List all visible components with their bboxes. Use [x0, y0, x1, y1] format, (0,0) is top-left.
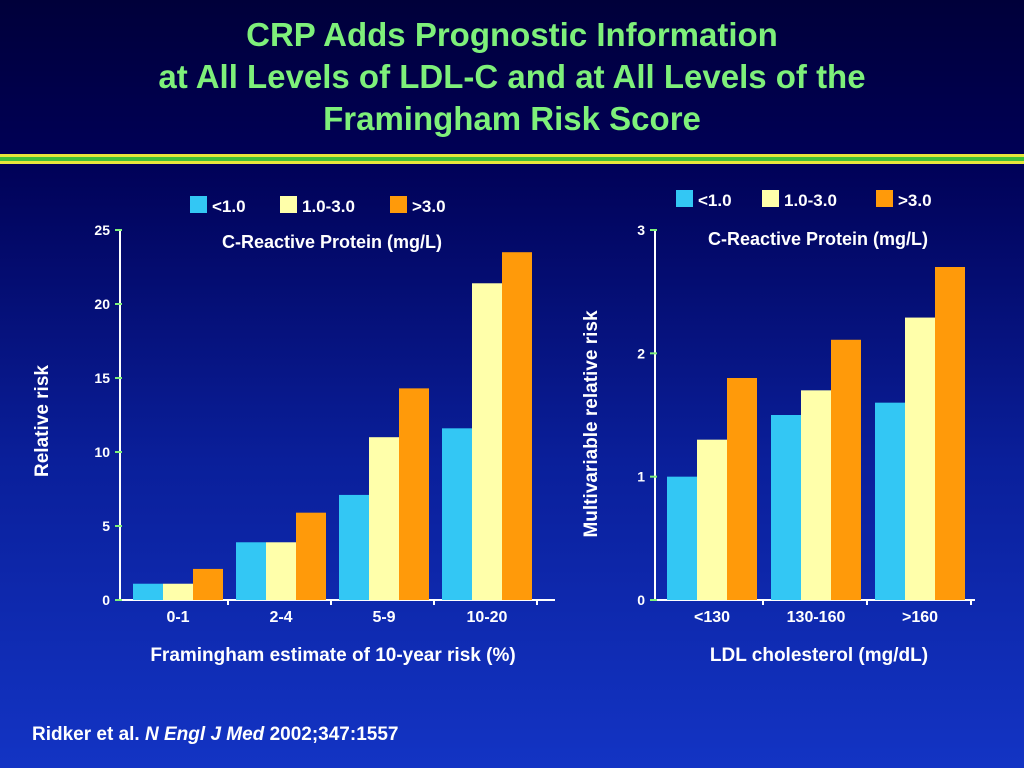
chart-ldl-cholesterol: 0 1 2 3 <130 130-160 >160 Multivariable relativ…	[581, 190, 975, 666]
framingham-bar	[472, 283, 502, 600]
framingham-bar	[266, 542, 296, 600]
citation: Ridker et al. N Engl J Med 2002;347:1557	[32, 724, 398, 746]
ldl-legend-label: 1.0-3.0	[784, 191, 837, 210]
citation-reference: 2002;347:1557	[269, 724, 399, 745]
divider-stripe-yellow	[0, 154, 1024, 157]
ldl-y-axis-label: Multivariable relative risk	[581, 310, 602, 537]
ldl-legend-label: <1.0	[698, 191, 732, 210]
framingham-bar	[502, 252, 532, 600]
ldl-legend-swatch	[676, 190, 693, 207]
slide-title-line-2: at All Levels of LDL-C and at All Levels…	[158, 58, 866, 95]
framingham-bar	[163, 583, 193, 600]
framingham-bar	[133, 583, 163, 600]
framingham-legend-swatch	[280, 196, 297, 213]
framingham-y-tick-label: 0	[102, 592, 110, 608]
divider-stripe-green	[0, 157, 1024, 161]
framingham-x-tick-label: 0-1	[166, 609, 189, 626]
citation-authors: Ridker et al.	[32, 724, 140, 745]
ldl-x-axis-label: LDL cholesterol (mg/dL)	[710, 645, 928, 666]
ldl-bar	[697, 439, 727, 600]
chart-framingham-risk: 0 5 10 15 20 25 0-1 2-4 5-9 10-20 Relative risk Fra…	[32, 196, 555, 666]
citation-journal: N Engl J Med	[145, 724, 265, 745]
divider-stripe-yellow-2	[0, 161, 1024, 164]
ldl-bar	[801, 390, 831, 600]
framingham-y-tick-label: 5	[102, 518, 110, 534]
ldl-y-tick-label: 1	[637, 469, 645, 485]
ldl-bar	[727, 378, 757, 600]
framingham-legend-label: 1.0-3.0	[302, 197, 355, 216]
framingham-legend-swatch	[190, 196, 207, 213]
ldl-bar	[831, 339, 861, 600]
framingham-legend-label: >3.0	[412, 197, 446, 216]
framingham-bar	[193, 568, 223, 600]
framingham-legend-label: <1.0	[212, 197, 246, 216]
framingham-y-tick-label: 25	[94, 222, 110, 238]
ldl-bar	[905, 317, 935, 600]
framingham-bar	[236, 542, 266, 600]
ldl-bar	[935, 267, 965, 600]
ldl-bar	[771, 415, 801, 600]
framingham-x-axis-label: Framingham estimate of 10-year risk (%)	[150, 645, 515, 666]
ldl-legend-swatch	[762, 190, 779, 207]
framingham-y-tick-label: 10	[94, 444, 110, 460]
framingham-bar	[369, 437, 399, 600]
framingham-y-axis-label: Relative risk	[32, 365, 53, 477]
ldl-x-tick-label: 130-160	[787, 609, 846, 626]
framingham-legend-swatch	[390, 196, 407, 213]
ldl-y-tick-label: 0	[637, 592, 645, 608]
ldl-y-tick-label: 3	[637, 222, 645, 238]
framingham-legend-title: C-Reactive Protein (mg/L)	[222, 232, 442, 252]
ldl-bar	[667, 476, 697, 600]
ldl-legend-swatch	[876, 190, 893, 207]
framingham-bar	[399, 388, 429, 600]
framingham-bar	[296, 512, 326, 600]
ldl-legend-label: >3.0	[898, 191, 932, 210]
ldl-x-tick-label: <130	[694, 609, 730, 626]
framingham-x-tick-label: 5-9	[372, 609, 395, 626]
framingham-bar	[442, 428, 472, 600]
framingham-bar	[339, 494, 369, 600]
ldl-x-tick-label: >160	[902, 609, 938, 626]
ldl-y-tick-label: 2	[637, 345, 645, 361]
framingham-y-tick-label: 15	[94, 370, 110, 386]
framingham-x-tick-label: 2-4	[269, 609, 292, 626]
framingham-x-tick-label: 10-20	[467, 609, 508, 626]
ldl-legend-title: C-Reactive Protein (mg/L)	[708, 229, 928, 249]
framingham-y-tick-label: 20	[94, 296, 110, 312]
slide-title-line-3: Framingham Risk Score	[323, 100, 701, 137]
slide-title-line-1: CRP Adds Prognostic Information	[246, 16, 778, 53]
ldl-bar	[875, 402, 905, 600]
